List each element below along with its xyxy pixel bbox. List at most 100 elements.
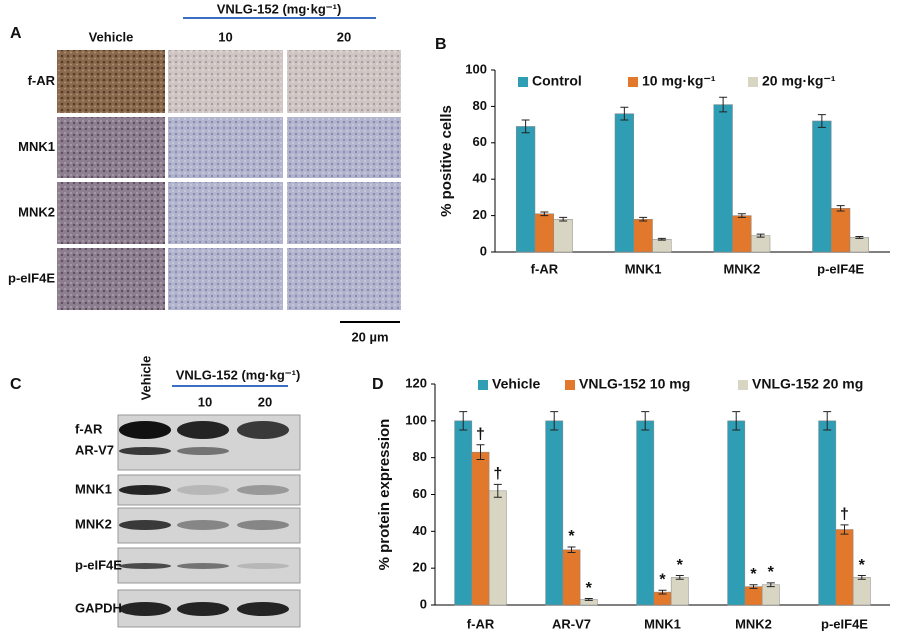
y-tick-label: 100 bbox=[405, 412, 427, 427]
legend-swatch bbox=[478, 380, 488, 390]
error-bar bbox=[639, 216, 648, 222]
significance-marker: * bbox=[659, 571, 666, 588]
error-bar bbox=[540, 211, 549, 217]
bar bbox=[727, 420, 746, 606]
y-tick-label: 20 bbox=[473, 207, 487, 222]
error-bar bbox=[584, 598, 593, 601]
bar bbox=[852, 577, 871, 606]
x-tick-label: p-eIF4E bbox=[817, 261, 864, 276]
legend-swatch bbox=[738, 380, 748, 390]
blot-band bbox=[177, 485, 229, 495]
row-label: p-eIF4E bbox=[75, 557, 122, 572]
error-bar bbox=[857, 575, 866, 580]
error-bar bbox=[476, 444, 485, 461]
ihc-image bbox=[287, 117, 401, 178]
y-axis-label: % protein expression bbox=[376, 419, 393, 571]
error-bar bbox=[657, 237, 666, 241]
error-bar bbox=[732, 411, 741, 431]
error-bar bbox=[836, 205, 845, 212]
y-tick-label: 80 bbox=[473, 98, 487, 113]
blot-band bbox=[237, 563, 289, 569]
x-tick-label: AR-V7 bbox=[552, 616, 591, 631]
blot-band bbox=[119, 421, 171, 439]
column-label: 10 bbox=[218, 29, 232, 44]
y-tick-label: 60 bbox=[473, 134, 487, 149]
bar bbox=[471, 451, 490, 606]
error-bar bbox=[756, 233, 765, 238]
blot-band bbox=[119, 563, 171, 569]
row-label: MNK1 bbox=[18, 139, 55, 154]
bar bbox=[545, 420, 564, 606]
error-bar bbox=[521, 119, 530, 134]
blot-band bbox=[119, 485, 171, 495]
row-label: GAPDH bbox=[75, 600, 122, 615]
significance-marker: * bbox=[768, 564, 775, 581]
ihc-image bbox=[57, 117, 165, 178]
scale-label: 20 µm bbox=[351, 329, 388, 344]
bar bbox=[751, 235, 771, 253]
y-tick-label: 20 bbox=[413, 560, 427, 575]
y-tick-label: 100 bbox=[465, 61, 487, 76]
lane-label: Vehicle bbox=[138, 356, 153, 401]
blot-band bbox=[177, 602, 229, 616]
blot-band bbox=[237, 421, 289, 439]
ihc-image bbox=[57, 50, 165, 113]
bar bbox=[732, 215, 752, 253]
row-label: AR-V7 bbox=[75, 442, 114, 457]
lane-label: 10 bbox=[198, 394, 212, 409]
error-bar bbox=[658, 589, 667, 595]
significance-marker: † bbox=[476, 426, 485, 443]
blot-band bbox=[119, 520, 171, 530]
bar bbox=[849, 237, 870, 253]
bar bbox=[488, 490, 507, 606]
panel-letter: C bbox=[10, 376, 22, 393]
bar bbox=[633, 218, 653, 253]
blot-band bbox=[177, 520, 229, 530]
bar bbox=[812, 120, 832, 253]
legend-label: 10 mg·kg⁻¹ bbox=[642, 73, 716, 89]
row-label: f-AR bbox=[28, 73, 56, 88]
error-bar bbox=[550, 411, 559, 431]
error-bar bbox=[675, 575, 684, 580]
x-tick-label: p-eIF4E bbox=[821, 616, 868, 631]
legend-label: VNLG-152 10 mg bbox=[579, 376, 690, 392]
row-label: MNK1 bbox=[75, 481, 112, 496]
ihc-image bbox=[168, 182, 283, 244]
header: VNLG-152 (mg·kg⁻¹) bbox=[217, 1, 342, 16]
error-bar bbox=[559, 216, 568, 222]
significance-marker: * bbox=[586, 580, 593, 597]
chart: D % protein expression 0 20 40 60 80 100 120 f-AR… bbox=[372, 375, 890, 631]
y-tick-label: 0 bbox=[420, 596, 427, 611]
blot-band bbox=[177, 563, 229, 569]
bar bbox=[534, 213, 555, 253]
y-tick-label: 120 bbox=[405, 375, 427, 390]
error-bar bbox=[766, 582, 775, 588]
legend-label: Control bbox=[532, 73, 582, 89]
bar bbox=[652, 239, 672, 253]
y-axis-label: % positive cells bbox=[438, 105, 455, 217]
error-bar bbox=[641, 411, 650, 431]
y-tick-label: 40 bbox=[473, 171, 487, 186]
ihc-image bbox=[168, 248, 283, 310]
blot-band bbox=[119, 447, 171, 455]
significance-marker: * bbox=[568, 528, 575, 545]
legend-swatch bbox=[628, 77, 638, 87]
panel-letter: D bbox=[372, 376, 384, 393]
bar bbox=[670, 577, 689, 606]
legend-label: Vehicle bbox=[492, 376, 540, 392]
bar bbox=[553, 218, 573, 253]
ihc-image bbox=[57, 182, 165, 244]
y-tick-label: 60 bbox=[413, 486, 427, 501]
x-tick-label: MNK2 bbox=[723, 261, 760, 276]
legend-label: VNLG-152 20 mg bbox=[752, 376, 863, 392]
chart: B % positive cells 0 20 40 60 80 100 f-AR MNK1 MNK… bbox=[435, 36, 890, 276]
y-tick-label: 80 bbox=[413, 449, 427, 464]
legend-label: 20 mg·kg⁻¹ bbox=[762, 73, 836, 89]
lane-label: 20 bbox=[258, 394, 272, 409]
blot-band bbox=[237, 602, 289, 616]
blot-panel: Vehicle 10 20 f-AR AR-V7 MNK1 MNK2 p-eIF4E GAPDH bbox=[75, 356, 301, 628]
blot-band bbox=[119, 602, 171, 616]
row-label: MNK2 bbox=[75, 516, 112, 531]
